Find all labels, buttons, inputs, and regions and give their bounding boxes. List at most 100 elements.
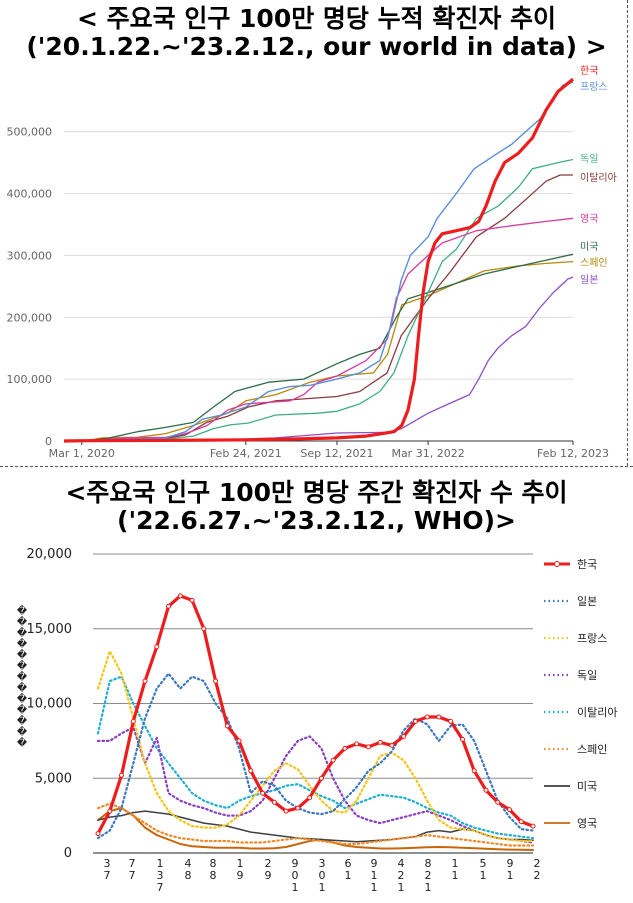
x-tick-label: 2 (398, 869, 405, 882)
x-tick-label: 8 (185, 869, 192, 882)
x-tick-label: 6 (345, 857, 352, 870)
data-point-marker (130, 718, 136, 724)
data-point-marker (460, 736, 465, 742)
x-tick-label: 4 (185, 857, 192, 870)
x-tick-label: 3 (104, 857, 111, 870)
data-point-marker (248, 768, 254, 774)
x-tick-label: 1 (425, 881, 432, 894)
series-label: 일본 (580, 274, 598, 286)
x-tick-label: 2 (265, 857, 272, 870)
y-tick-label: 100,000 (7, 373, 53, 386)
data-point-marker (424, 714, 430, 720)
series-line-일본 (63, 276, 574, 442)
y-tick-label: 5,000 (35, 771, 72, 786)
x-tick-label: 9 (371, 857, 378, 870)
y-axis-label-glyph: � (17, 637, 28, 650)
x-tick-label: 8 (425, 857, 432, 870)
legend-label: 스페인 (577, 743, 607, 756)
x-tick-label: 1 (371, 869, 378, 882)
bottom-chart-subtitle: ('22.6.27.~'23.2.12., WHO)> (117, 506, 516, 535)
legend-marker (554, 561, 560, 567)
y-axis-label-glyph: � (17, 725, 28, 738)
x-tick-label: 9 (265, 869, 272, 882)
y-axis-label-glyph: � (17, 736, 28, 749)
x-tick-label: 1 (345, 869, 352, 882)
series-line-프랑스 (63, 81, 574, 442)
x-tick-label: 3 (319, 857, 326, 870)
y-tick-label: 400,000 (7, 188, 53, 201)
data-point-marker (495, 799, 501, 805)
cumulative-cases-chart: 0 100,000 200,000 300,000 400,000 500,000 Mar … (7, 65, 617, 460)
x-tick-label: 1 (319, 881, 326, 894)
top-chart-title: < 주요국 인구 100만 명당 누적 확진자 추이 (76, 4, 557, 33)
data-point-marker (483, 787, 489, 793)
data-point-marker (283, 808, 289, 814)
y-tick-label: 300,000 (7, 249, 53, 262)
x-tick-label: 4 (398, 857, 405, 870)
data-point-marker (471, 768, 477, 774)
data-point-marker (307, 795, 313, 801)
top-chart-subtitle: ('20.1.22.~'23.2.12., our world in data)… (26, 32, 607, 61)
x-tick-label: 1 (398, 881, 405, 894)
data-point-marker (354, 741, 360, 747)
y-axis-label-glyph: � (17, 615, 28, 628)
data-point-marker (213, 678, 219, 684)
data-point-marker (271, 799, 277, 805)
x-tick-label: 1 (371, 881, 378, 894)
series-label: 프랑스 (580, 81, 608, 93)
data-point-marker (436, 714, 442, 720)
x-tick-label: 8 (210, 857, 217, 870)
y-axis-label-glyph: � (17, 659, 28, 672)
data-point-marker (95, 831, 101, 837)
data-point-marker (318, 775, 324, 781)
x-tick-label: 0 (319, 869, 326, 882)
series-line-이탈리아 (63, 174, 573, 442)
data-point-marker (154, 644, 160, 650)
x-tick-label: 1 (452, 869, 459, 882)
y-tick-label: 500,000 (7, 126, 53, 139)
y-tick-label: 15,000 (27, 622, 73, 637)
series-label: 미국 (580, 241, 598, 253)
data-point-marker (389, 742, 395, 748)
x-tick-label: 5 (480, 857, 487, 870)
data-point-marker (224, 723, 230, 729)
x-tick-label: 1 (507, 869, 514, 882)
x-tick-label: 1 (452, 857, 459, 870)
legend-label: 이탈리아 (577, 706, 617, 719)
x-tick-label: 9 (507, 857, 514, 870)
data-point-marker (365, 744, 371, 750)
series-line-이탈리아 (96, 675, 535, 840)
x-tick-label: 2 (534, 857, 541, 870)
legend-label: 한국 (577, 558, 597, 571)
data-point-marker (448, 718, 454, 724)
legend-label: 영국 (577, 817, 597, 830)
x-tick-label: Mar 31, 2022 (391, 447, 464, 460)
series-line-독일 (96, 726, 535, 844)
data-point-marker (518, 819, 524, 825)
series-label: 한국 (580, 65, 598, 77)
x-tick-label: Mar 1, 2020 (49, 447, 115, 460)
series-line-스페인 (63, 260, 574, 442)
x-tick-label: 2 (425, 869, 432, 882)
data-point-marker (412, 718, 418, 724)
series-line-일본 (96, 672, 535, 840)
x-tick-label: Feb 12, 2023 (537, 447, 609, 460)
x-tick-label: Sep 12, 2021 (300, 447, 373, 460)
legend-label: 미국 (577, 780, 597, 793)
data-point-marker (177, 593, 183, 599)
y-axis-label-glyph: � (17, 703, 28, 716)
series-label: 스페인 (580, 257, 608, 269)
x-tick-label: 3 (157, 869, 164, 882)
x-tick-label: 9 (237, 869, 244, 882)
series-line-한국 (63, 77, 575, 443)
x-tick-label: 2 (534, 869, 541, 882)
data-point-marker (260, 790, 266, 796)
bottom-chart-title: <주요국 인구 100만 명당 주간 확진자 수 추이 (65, 478, 568, 507)
x-tick-label: 1 (480, 869, 487, 882)
x-tick-label: 9 (292, 857, 299, 870)
x-tick-label: 7 (129, 857, 136, 870)
y-axis-label-glyph: � (17, 681, 28, 694)
data-point-marker (530, 823, 536, 829)
series-label: 영국 (580, 213, 598, 225)
y-tick-label: 200,000 (7, 311, 53, 324)
